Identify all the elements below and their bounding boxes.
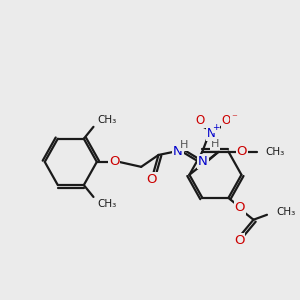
Text: N: N — [173, 146, 183, 158]
Text: O: O — [235, 201, 245, 214]
Text: H: H — [211, 139, 220, 149]
Text: CH₃: CH₃ — [277, 207, 296, 217]
Text: CH₃: CH₃ — [265, 147, 284, 157]
Text: O: O — [109, 155, 119, 168]
Text: O: O — [237, 145, 247, 158]
Text: O: O — [146, 173, 157, 186]
Text: O: O — [234, 234, 244, 247]
Text: ⁻: ⁻ — [231, 113, 237, 123]
Text: N: N — [198, 155, 208, 168]
Text: +: + — [212, 123, 220, 132]
Text: O: O — [222, 114, 231, 128]
Text: CH₃: CH₃ — [97, 115, 117, 125]
Text: N: N — [207, 127, 215, 140]
Text: O: O — [196, 114, 205, 128]
Text: H: H — [180, 140, 189, 150]
Text: CH₃: CH₃ — [97, 199, 117, 209]
